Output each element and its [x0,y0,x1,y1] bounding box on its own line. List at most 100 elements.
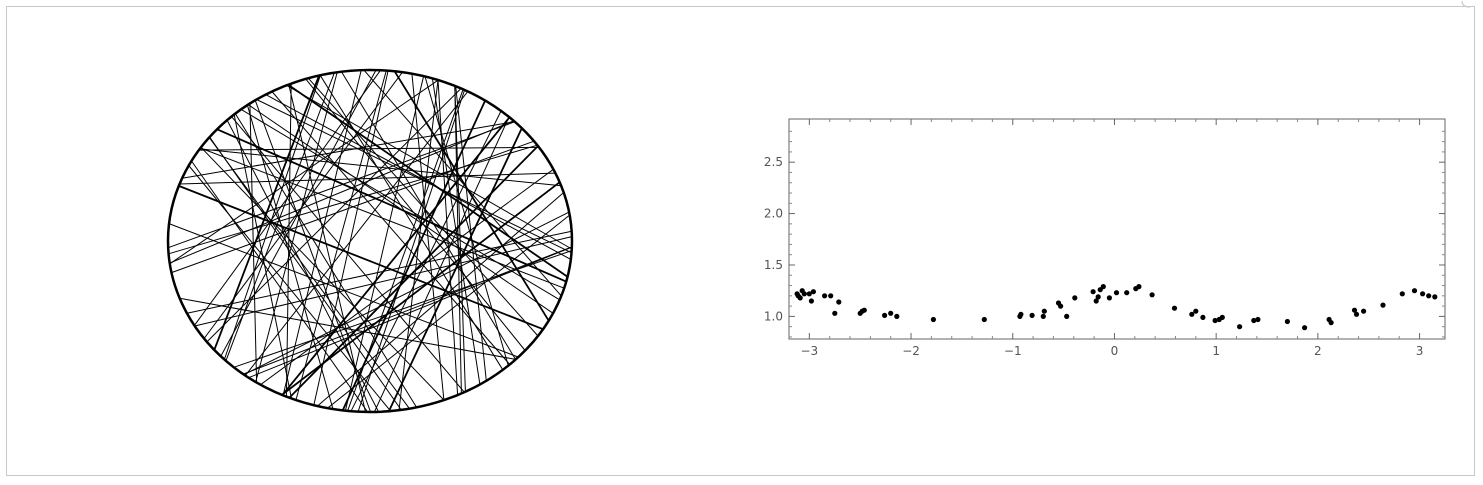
data-point [1018,311,1024,317]
data-point [1219,314,1225,320]
data-point [832,310,838,316]
data-point [1189,311,1195,317]
chord-line [327,214,571,409]
x-tick-label: −2 [902,344,920,358]
chord-line [254,100,372,413]
chord-line [287,83,569,278]
data-point [930,316,936,323]
data-point [1237,324,1243,330]
chord-lines [168,69,573,413]
y-tick-label: 1.0 [764,309,783,323]
data-point [1100,284,1106,290]
data-point [808,298,814,304]
chord-line [288,84,366,413]
x-tick-label: −3 [800,344,818,358]
data-point [797,295,803,301]
chord-line [169,79,439,265]
data-point [1328,320,1334,326]
chord-line [249,103,258,383]
chord-line [357,89,466,412]
x-tick-label: 3 [1416,344,1424,358]
chord-line [393,70,550,322]
data-point [1351,307,1358,313]
data-point [1284,318,1290,325]
chord-line [199,148,562,187]
chord-line [373,116,510,413]
chord-line [179,297,516,360]
chord-line [347,89,464,412]
chord-line [186,230,572,314]
chord-line [225,72,335,362]
chord-line [200,146,445,401]
chord-line [203,71,403,339]
data-point [981,316,987,323]
data-point [888,310,894,316]
chord-line [454,85,466,392]
data-point [1106,295,1112,301]
chord-line [208,137,410,409]
data-point [1058,303,1064,309]
scatter-plot: −3 −2 −1 0 1 2 3 1.0 1.5 2.0 2.5 [764,118,1446,358]
chord-line [271,91,511,365]
y-tick-label: 2.0 [764,207,783,221]
data-point [1426,293,1432,299]
data-point [1399,291,1405,297]
data-point [836,299,842,305]
chord-line [431,78,481,385]
chord-line [223,75,321,360]
chord-line [256,99,572,254]
chord-line [231,116,465,393]
x-tick-label: −1 [1004,344,1022,358]
y-tick-labels: 1.0 1.5 2.0 2.5 [764,155,783,323]
x-tick-labels: −3 −2 −1 0 1 2 3 [800,344,1423,358]
chord-line [233,114,292,399]
data-point [822,293,828,299]
data-point [1095,294,1101,300]
data-point [1255,316,1261,323]
x-tick-label: 0 [1111,344,1119,358]
chord-line [286,84,573,250]
chord-line [244,91,469,376]
data-point [1072,295,1078,301]
chord-line [168,121,515,249]
chord-line [191,160,369,413]
chord-line [350,110,502,412]
data-point [1171,305,1178,311]
data-point [1090,289,1096,295]
chord-line [255,72,338,383]
data-point [1093,298,1099,304]
chord-line [260,168,554,386]
chord-line [198,146,540,151]
data-point [1353,311,1360,317]
y-tick-label: 1.5 [764,258,783,272]
chord-line [398,79,439,411]
chord-line [243,211,570,376]
data-point [1064,313,1070,319]
data-point [810,289,816,295]
data-point [894,313,900,319]
data-point [861,307,867,313]
data-points [794,284,1438,331]
data-point [1380,302,1386,308]
data-point [806,291,812,297]
data-point [1302,325,1308,331]
chord-line [194,236,573,327]
plot-frame [788,118,1446,340]
data-point [1212,317,1218,324]
chord-line [341,71,517,360]
chord-line [168,223,519,358]
data-point [801,291,807,297]
chord-line [168,144,538,255]
chord-line [344,75,425,411]
chord-line [234,113,418,408]
data-point [1136,284,1142,290]
x-tick-label: 1 [1212,344,1220,358]
chord-line [285,83,292,397]
data-point [1124,290,1130,296]
chord-line [182,121,515,179]
chord-line [363,69,562,297]
data-point [1361,308,1367,314]
chord-line [226,119,380,413]
data-point [1193,308,1199,314]
billiard-ellipse-plot [166,68,574,414]
